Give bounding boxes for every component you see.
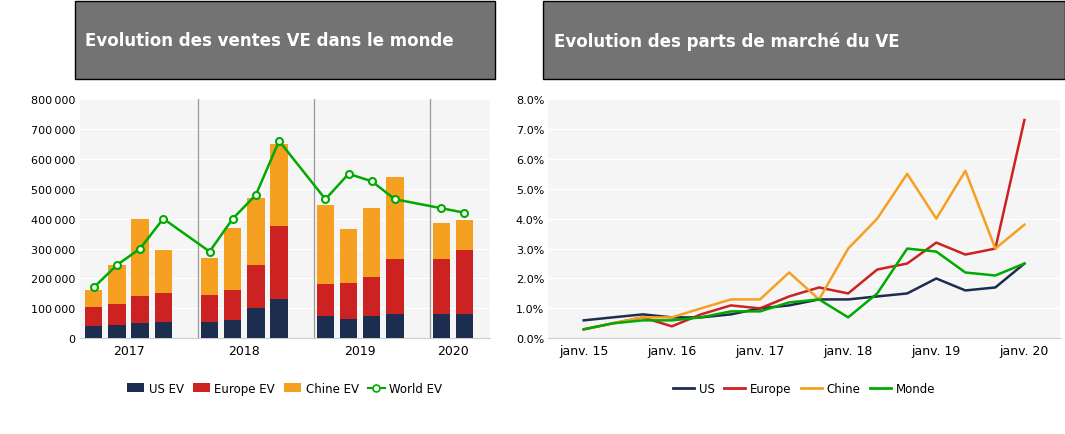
Bar bbox=[340, 319, 357, 339]
Bar bbox=[432, 260, 449, 315]
Bar bbox=[456, 220, 473, 250]
Bar bbox=[271, 227, 288, 300]
Bar bbox=[432, 224, 449, 260]
Bar bbox=[85, 307, 102, 326]
Bar bbox=[456, 250, 473, 315]
Bar bbox=[154, 322, 171, 339]
Bar bbox=[340, 283, 357, 319]
Bar bbox=[85, 291, 102, 307]
Bar bbox=[247, 266, 264, 309]
Bar bbox=[224, 228, 242, 291]
Bar bbox=[109, 325, 126, 339]
Bar bbox=[109, 266, 126, 304]
Bar bbox=[363, 316, 380, 339]
Bar bbox=[131, 324, 149, 339]
Bar bbox=[85, 326, 102, 339]
Bar bbox=[131, 297, 149, 324]
Text: Evolution des parts de marché du VE: Evolution des parts de marché du VE bbox=[554, 32, 900, 50]
Bar bbox=[131, 219, 149, 297]
Bar bbox=[224, 291, 242, 321]
Legend: US, Europe, Chine, Monde: US, Europe, Chine, Monde bbox=[668, 377, 940, 399]
Bar bbox=[387, 178, 404, 260]
Bar bbox=[387, 260, 404, 315]
Bar bbox=[247, 198, 264, 266]
Text: Evolution des ventes VE dans le monde: Evolution des ventes VE dans le monde bbox=[85, 32, 454, 50]
Bar bbox=[340, 230, 357, 283]
Bar bbox=[456, 315, 473, 339]
Bar bbox=[201, 258, 218, 295]
Bar bbox=[387, 315, 404, 339]
Bar bbox=[363, 209, 380, 277]
Bar bbox=[247, 309, 264, 339]
Bar bbox=[316, 206, 334, 285]
Bar bbox=[363, 277, 380, 316]
Legend: US EV, Europe EV, Chine EV, World EV: US EV, Europe EV, Chine EV, World EV bbox=[122, 377, 447, 399]
Bar bbox=[201, 322, 218, 339]
Bar bbox=[224, 321, 242, 339]
Bar bbox=[271, 145, 288, 227]
Bar bbox=[109, 304, 126, 325]
Bar bbox=[316, 285, 334, 316]
Bar bbox=[271, 300, 288, 339]
Bar bbox=[154, 294, 171, 322]
Bar bbox=[432, 315, 449, 339]
Bar bbox=[154, 250, 171, 294]
Bar bbox=[316, 316, 334, 339]
Bar bbox=[201, 295, 218, 322]
